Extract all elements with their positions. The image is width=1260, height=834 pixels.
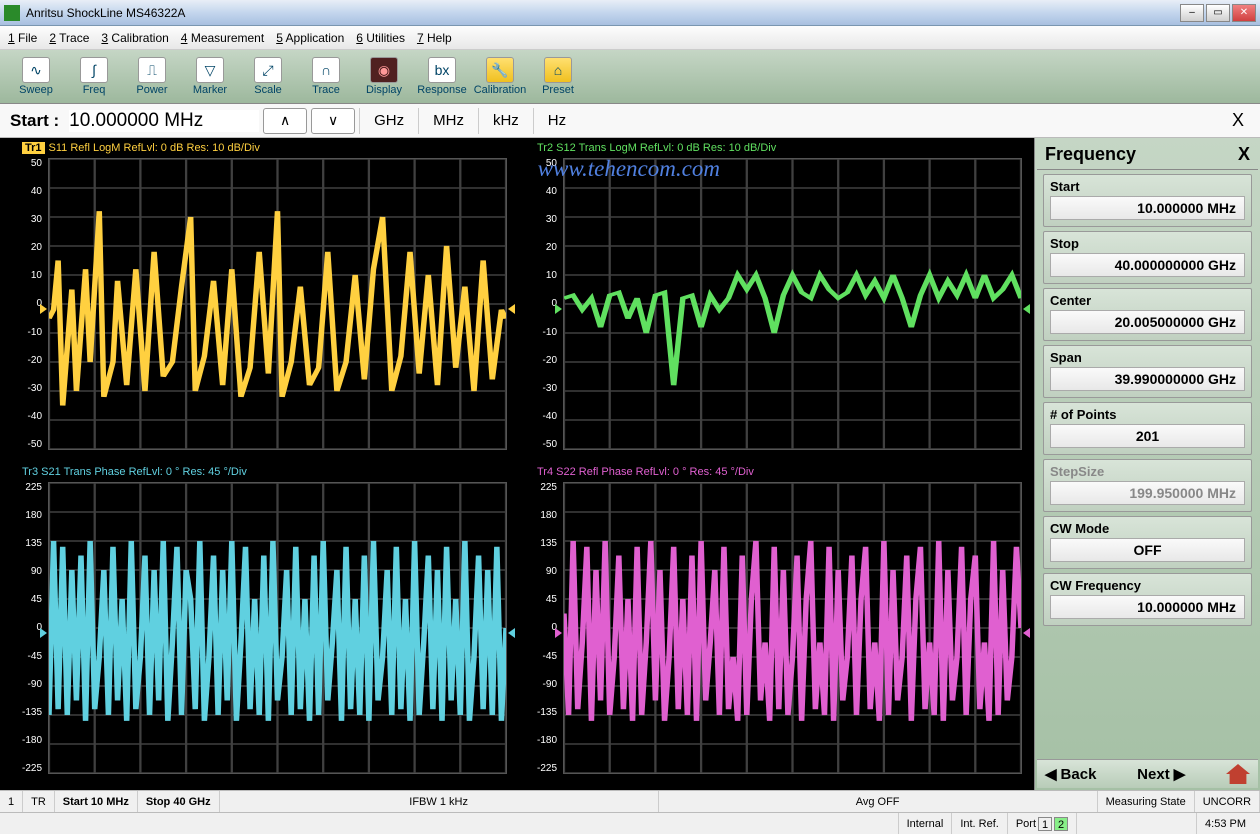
param-value[interactable]: 10.000000 MHz (1050, 595, 1245, 619)
display-icon: ◉ (370, 57, 398, 83)
status-index: 1 (0, 791, 23, 812)
status-stop: Stop 40 GHz (138, 791, 220, 812)
param-span: Span39.990000000 GHz (1043, 345, 1252, 398)
freq-button[interactable]: ∫Freq (66, 53, 122, 101)
maximize-button[interactable]: ▭ (1206, 4, 1230, 22)
menu-item[interactable]: 4 Measurement (181, 31, 264, 45)
unit-ghz[interactable]: GHz (359, 108, 418, 134)
status-ifbw: IFBW 1 kHz (220, 791, 659, 812)
scale-icon: ⤢ (254, 57, 282, 83)
window-title: Anritsu ShockLine MS46322A (26, 6, 1180, 20)
param-cw-frequency: CW Frequency10.000000 MHz (1043, 573, 1252, 626)
status-avg: Avg OFF (659, 791, 1098, 812)
status-port: Port 12 (1007, 813, 1076, 834)
trace-icon: ∩ (312, 57, 340, 83)
status-bar-2: Internal Int. Ref. Port 12 4:53 PM (0, 812, 1260, 834)
param-stop: Stop40.000000000 GHz (1043, 231, 1252, 284)
panel-title: Frequency (1045, 144, 1136, 165)
step-down-button[interactable]: ∨ (311, 108, 355, 134)
input-label: Start : (10, 111, 59, 131)
input-bar: Start : ∧ ∨ GHzMHzkHzHz X (0, 104, 1260, 138)
status-uncorr: UNCORR (1195, 791, 1260, 812)
back-button[interactable]: ◀ Back (1045, 765, 1096, 783)
marker-icon: ▽ (196, 57, 224, 83)
side-panel: Frequency X Start10.000000 MHzStop40.000… (1034, 138, 1260, 790)
start-freq-input[interactable] (69, 110, 259, 132)
freq-icon: ∫ (80, 57, 108, 83)
param-start: Start10.000000 MHz (1043, 174, 1252, 227)
trace-label: Tr1S11 Refl LogM RefLvl: 0 dB Res: 10 dB… (22, 142, 260, 154)
param-value[interactable]: 20.005000000 GHz (1050, 310, 1245, 334)
menu-item[interactable]: 6 Utilities (356, 31, 405, 45)
marker-button[interactable]: ▽Marker (182, 53, 238, 101)
inputbar-close[interactable]: X (1226, 110, 1250, 131)
port-indicator: 2 (1054, 817, 1068, 831)
sweep-icon: ∿ (22, 57, 50, 83)
status-bar-1: 1 TR Start 10 MHz Stop 40 GHz IFBW 1 kHz… (0, 790, 1260, 812)
status-intref: Int. Ref. (951, 813, 1007, 834)
next-button[interactable]: Next ▶ (1137, 765, 1185, 783)
status-start: Start 10 MHz (55, 791, 138, 812)
param-center: Center20.005000000 GHz (1043, 288, 1252, 341)
menubar: 1 File 2 Trace 3 Calibration 4 Measurement 5… (0, 26, 1260, 50)
status-internal: Internal (898, 813, 952, 834)
plot-2[interactable]: Tr2 S12 Trans LogM RefLvl: 0 dB Res: 10 … (517, 140, 1032, 464)
step-up-button[interactable]: ∧ (263, 108, 307, 134)
status-time: 4:53 PM (1196, 813, 1254, 834)
trace-label: Tr2 S12 Trans LogM RefLvl: 0 dB Res: 10 … (537, 142, 776, 154)
trace-label: Tr4 S22 Refl Phase RefLvl: 0 ° Res: 45 °… (537, 466, 754, 478)
close-button[interactable]: ✕ (1232, 4, 1256, 22)
plot-area: www.tehencom.com Tr1S11 Refl LogM RefLvl… (0, 138, 1034, 790)
unit-mhz[interactable]: MHz (418, 108, 478, 134)
plot-4[interactable]: Tr4 S22 Refl Phase RefLvl: 0 ° Res: 45 °… (517, 464, 1032, 788)
unit-hz[interactable]: Hz (533, 108, 580, 134)
unit-khz[interactable]: kHz (478, 108, 533, 134)
sweep-button[interactable]: ∿Sweep (8, 53, 64, 101)
calibration-button[interactable]: 🔧Calibration (472, 53, 528, 101)
plot-3[interactable]: Tr3 S21 Trans Phase RefLvl: 0 ° Res: 45 … (2, 464, 517, 788)
param-value[interactable]: 39.990000000 GHz (1050, 367, 1245, 391)
toolbar: ∿Sweep∫Freq⎍Power▽Marker⤢Scale∩Trace◉Dis… (0, 50, 1260, 104)
minimize-button[interactable]: – (1180, 4, 1204, 22)
power-icon: ⎍ (138, 57, 166, 83)
calibration-icon: 🔧 (486, 57, 514, 83)
param-cw-mode: CW ModeOFF (1043, 516, 1252, 569)
param-value[interactable]: 40.000000000 GHz (1050, 253, 1245, 277)
menu-item[interactable]: 1 File (8, 31, 37, 45)
param-value[interactable]: 10.000000 MHz (1050, 196, 1245, 220)
status-measuring: Measuring State (1098, 791, 1195, 812)
preset-icon: ⌂ (544, 57, 572, 83)
home-button[interactable] (1226, 764, 1250, 784)
power-button[interactable]: ⎍Power (124, 53, 180, 101)
titlebar: Anritsu ShockLine MS46322A – ▭ ✕ (0, 0, 1260, 26)
response-button[interactable]: bxResponse (414, 53, 470, 101)
response-icon: bx (428, 57, 456, 83)
trace-button[interactable]: ∩Trace (298, 53, 354, 101)
app-icon (4, 5, 20, 21)
menu-item[interactable]: 2 Trace (49, 31, 89, 45)
panel-close[interactable]: X (1238, 144, 1250, 165)
plot-1[interactable]: Tr1S11 Refl LogM RefLvl: 0 dB Res: 10 dB… (2, 140, 517, 464)
port-indicator: 1 (1038, 817, 1052, 831)
param-value: 199.950000 MHz (1050, 481, 1245, 505)
status-tr: TR (23, 791, 55, 812)
scale-button[interactable]: ⤢Scale (240, 53, 296, 101)
menu-item[interactable]: 7 Help (417, 31, 452, 45)
trace-label: Tr3 S21 Trans Phase RefLvl: 0 ° Res: 45 … (22, 466, 247, 478)
display-button[interactable]: ◉Display (356, 53, 412, 101)
menu-item[interactable]: 5 Application (276, 31, 344, 45)
param-value[interactable]: 201 (1050, 424, 1245, 448)
param--of-points: # of Points201 (1043, 402, 1252, 455)
param-value[interactable]: OFF (1050, 538, 1245, 562)
preset-button[interactable]: ⌂Preset (530, 53, 586, 101)
menu-item[interactable]: 3 Calibration (101, 31, 168, 45)
param-stepsize: StepSize199.950000 MHz (1043, 459, 1252, 512)
